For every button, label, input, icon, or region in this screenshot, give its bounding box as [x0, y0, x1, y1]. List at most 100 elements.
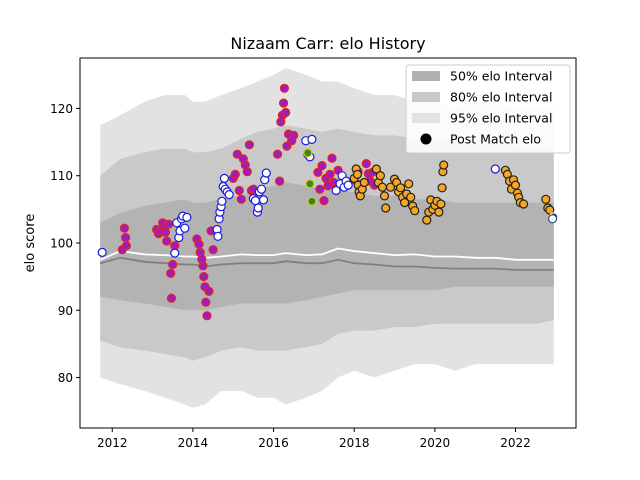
legend-marker [420, 133, 432, 145]
data-point-purple [166, 268, 176, 278]
x-tick-label: 2012 [97, 436, 128, 450]
chart-title: Nizaam Carr: elo History [230, 34, 425, 53]
data-point-green [307, 196, 317, 206]
data-point-orange [434, 207, 444, 217]
data-point-white [331, 185, 341, 196]
legend-swatch [412, 113, 440, 123]
data-point-orange [385, 182, 396, 192]
data-point-orange [422, 215, 432, 225]
data-point-purple [230, 169, 240, 179]
legend-label: Post Match elo [450, 132, 541, 147]
data-point-white [213, 231, 223, 241]
center-lines [99, 247, 554, 271]
data-point-white [258, 195, 269, 205]
data-point-purple [121, 241, 132, 251]
data-point-purple [208, 245, 218, 255]
data-point-purple [317, 161, 327, 171]
data-point-purple [120, 233, 131, 243]
data-point-white [170, 248, 180, 258]
data-point-purple [313, 167, 323, 177]
data-point-orange [439, 160, 449, 170]
data-point-orange [518, 199, 529, 209]
data-point-purple [273, 149, 283, 159]
median-line [99, 256, 554, 271]
data-point-orange [379, 191, 390, 201]
data-point-white [490, 164, 500, 174]
data-point-purple [234, 185, 244, 196]
data-point-purple [325, 169, 335, 179]
y-axis-ticks: 80 90 100 110 120 [50, 102, 80, 385]
data-point-orange [410, 206, 420, 216]
data-point-white [97, 247, 107, 257]
data-point-orange [437, 183, 447, 193]
x-tick-label: 2016 [258, 436, 289, 450]
data-point-purple [119, 223, 130, 233]
data-point-orange [396, 183, 406, 193]
legend-label: 95% elo Interval [450, 111, 552, 126]
data-point-purple [168, 259, 178, 270]
data-point-orange [352, 169, 362, 179]
data-point-white [261, 168, 271, 178]
data-point-orange [510, 180, 521, 190]
data-point-purple [204, 286, 214, 296]
legend-label: 80% elo Interval [450, 90, 552, 105]
x-tick-label: 2022 [500, 436, 531, 450]
data-point-orange [359, 177, 369, 188]
data-point-purple [199, 272, 209, 282]
legend-swatch [412, 92, 440, 102]
data-point-purple [201, 297, 211, 307]
legend: 50% elo Interval 80% elo Interval 95% elo … [405, 64, 571, 154]
data-point-white [180, 223, 190, 233]
data-point-orange [400, 198, 410, 208]
data-point-purple [194, 239, 204, 249]
y-tick-label: 110 [50, 169, 73, 183]
data-point-purple [319, 196, 329, 206]
data-point-white [343, 180, 353, 190]
data-point-purple [275, 176, 285, 186]
x-axis-ticks: 2012 2014 2016 2018 2020 2022 [97, 428, 531, 450]
x-tick-label: 2018 [339, 436, 370, 450]
data-point-orange [406, 192, 416, 202]
data-point-purple [236, 194, 246, 204]
x-tick-label: 2014 [178, 436, 209, 450]
data-point-purple [281, 107, 291, 118]
data-point-purple [244, 140, 254, 150]
data-point-green [303, 148, 313, 158]
data-point-purple [166, 293, 177, 303]
data-point-purple [279, 98, 289, 108]
data-point-purple [198, 261, 208, 271]
data-point-purple [327, 153, 337, 163]
data-point-white [182, 212, 192, 222]
data-point-white [307, 134, 317, 144]
data-point-purple [289, 130, 299, 140]
legend-label: 50% elo Interval [450, 69, 552, 84]
data-point-orange [436, 199, 446, 209]
data-point-purple [315, 184, 325, 194]
data-point-purple [242, 167, 252, 177]
data-point-white [224, 190, 234, 200]
y-tick-label: 100 [50, 237, 73, 251]
data-point-orange [404, 179, 414, 189]
data-point-purple [232, 149, 242, 159]
data-point-white [256, 184, 267, 194]
data-point-white [217, 196, 227, 206]
data-point-lightwhite [547, 214, 558, 224]
data-point-purple [162, 236, 172, 246]
data-point-orange [381, 203, 391, 213]
legend-box [405, 64, 571, 154]
data-point-orange [371, 164, 381, 174]
match-points [97, 83, 559, 321]
mean-line [99, 247, 554, 261]
data-point-orange [545, 205, 555, 215]
data-point-white [219, 173, 229, 183]
data-point-purple [160, 227, 171, 237]
data-point-purple [202, 311, 212, 321]
data-point-orange [541, 194, 551, 204]
data-point-purple [164, 219, 174, 229]
y-tick-label: 90 [58, 304, 73, 318]
data-point-purple [361, 159, 371, 169]
data-point-orange [377, 182, 387, 192]
data-point-orange [375, 171, 385, 181]
legend-swatch [412, 71, 440, 81]
